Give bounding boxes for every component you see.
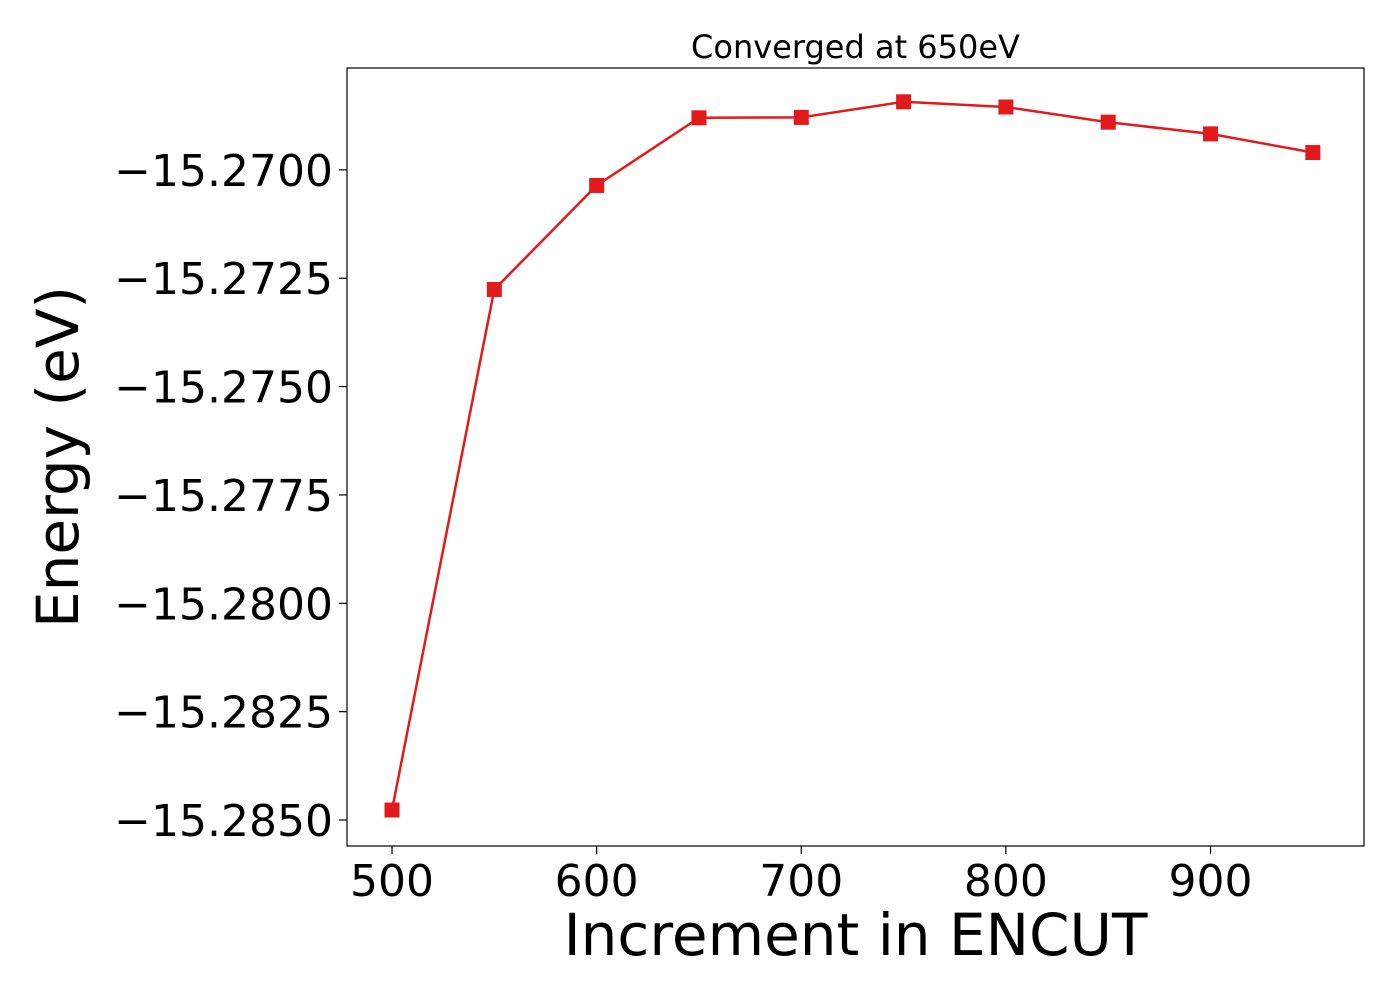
plot-frame bbox=[346, 67, 1365, 847]
data-point-marker bbox=[384, 802, 400, 818]
data-point-marker bbox=[1203, 126, 1219, 142]
data-point-marker bbox=[691, 110, 707, 126]
chart-title: Converged at 650eV bbox=[691, 28, 1020, 66]
y-tick-label: −15.2825 bbox=[114, 688, 333, 739]
data-point-marker bbox=[896, 94, 912, 110]
y-tick-label: −15.2700 bbox=[114, 146, 333, 197]
y-tick-label: −15.2750 bbox=[114, 363, 333, 414]
y-tick-label: −15.2800 bbox=[114, 579, 333, 630]
x-tick-label: 500 bbox=[350, 856, 434, 907]
data-point-marker bbox=[998, 99, 1014, 115]
data-point-marker bbox=[486, 281, 502, 297]
data-point-marker bbox=[1100, 114, 1116, 130]
x-tick-label: 700 bbox=[759, 856, 843, 907]
y-axis-ticks: −15.2700 −15.2725 −15.2750 −15.2775 −15.2800… bbox=[114, 146, 347, 847]
x-tick-label: 600 bbox=[555, 856, 639, 907]
x-tick-label: 900 bbox=[1169, 856, 1253, 907]
series-line bbox=[390, 100, 1314, 811]
y-tick-label: −15.2725 bbox=[114, 254, 333, 305]
x-axis-title: Increment in ENCUT bbox=[564, 901, 1148, 969]
y-tick-label: −15.2850 bbox=[114, 796, 333, 847]
x-tick-label: 800 bbox=[964, 856, 1048, 907]
y-axis-title: Energy (eV) bbox=[24, 286, 92, 628]
series-layer bbox=[384, 94, 1321, 818]
data-point-marker bbox=[793, 109, 809, 125]
data-point-marker bbox=[589, 177, 605, 193]
y-tick-label: −15.2775 bbox=[114, 471, 333, 522]
data-point-marker bbox=[1305, 145, 1321, 161]
x-axis-ticks: 500 600 700 800 900 bbox=[350, 846, 1253, 907]
